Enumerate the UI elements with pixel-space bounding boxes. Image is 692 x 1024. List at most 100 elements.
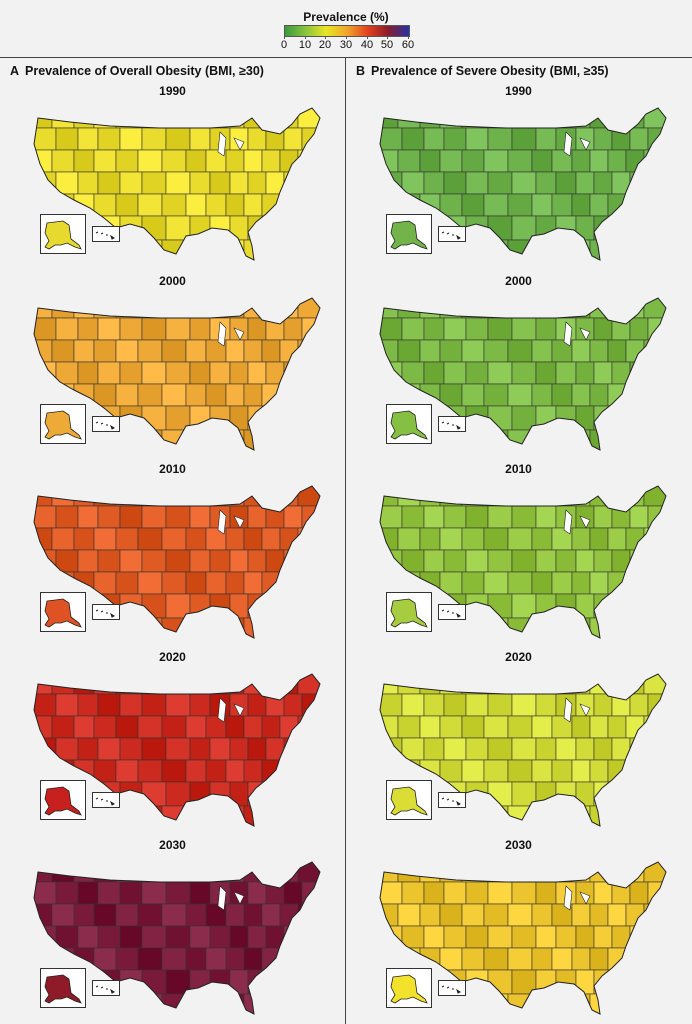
state-region [439, 715, 463, 739]
great-lakes [217, 697, 245, 723]
state-region [647, 925, 666, 949]
state-region [297, 193, 320, 217]
state-region [443, 881, 467, 905]
state-region [51, 759, 75, 783]
state-region [607, 903, 627, 927]
state-region [611, 171, 631, 195]
state-region [93, 149, 117, 173]
state-region [511, 505, 537, 529]
state-region [423, 737, 445, 761]
state-region [575, 215, 595, 241]
state-region [297, 571, 320, 595]
us-states-map [379, 485, 667, 639]
state-region [161, 339, 187, 363]
state-region [283, 593, 303, 619]
state-region [555, 925, 577, 949]
state-region [625, 108, 645, 129]
state-region [51, 674, 75, 695]
state-region [487, 969, 513, 995]
hawaii-inset [92, 226, 120, 242]
us-states-map [33, 673, 321, 827]
state-region [279, 947, 299, 971]
legend-tick: 60 [401, 39, 415, 51]
state-region [380, 674, 399, 695]
state-region [535, 737, 557, 761]
state-region [137, 571, 163, 595]
state-region [77, 693, 99, 717]
state-region [229, 215, 249, 241]
state-region [93, 715, 117, 739]
us-outline [379, 297, 667, 451]
state-region [571, 617, 591, 638]
state-region [161, 947, 187, 971]
state-region [55, 317, 79, 341]
state-region [189, 781, 211, 807]
state-region [571, 486, 591, 507]
state-region [483, 674, 509, 695]
state-region [461, 805, 485, 826]
state-region [301, 881, 320, 905]
state-region [283, 781, 303, 807]
state-region [397, 715, 421, 739]
state-region [380, 505, 403, 529]
state-region [465, 405, 489, 431]
state-region [531, 383, 553, 407]
state-region [531, 429, 553, 450]
state-region [301, 925, 320, 949]
state-region [205, 193, 227, 217]
state-region [483, 903, 509, 927]
state-region [607, 862, 627, 883]
state-region [531, 805, 553, 826]
state-region [247, 317, 267, 341]
state-region [189, 171, 211, 195]
state-region [119, 505, 143, 529]
state-region [397, 298, 421, 319]
state-region [137, 715, 163, 739]
state-region [487, 127, 513, 151]
state-region [611, 737, 631, 761]
state-region [77, 925, 99, 949]
state-region [297, 383, 320, 407]
state-region [423, 881, 445, 905]
state-region [397, 108, 421, 129]
state-region [571, 239, 591, 260]
great-lakes [563, 509, 591, 535]
state-region [265, 361, 285, 385]
state-region [209, 925, 231, 949]
state-region [535, 693, 557, 717]
state-region [423, 925, 445, 949]
state-region [423, 505, 445, 529]
great-lakes [217, 131, 245, 157]
state-region [243, 715, 263, 739]
state-region [531, 527, 553, 551]
state-region [531, 298, 553, 319]
state-region [137, 383, 163, 407]
state-region [141, 693, 167, 717]
hawaii-inset [438, 980, 466, 996]
state-region [283, 693, 303, 717]
great-lakes [563, 131, 591, 157]
state-region [531, 339, 553, 363]
state-region [571, 429, 591, 450]
state-region [593, 881, 613, 905]
state-region [625, 617, 645, 638]
state-region [511, 693, 537, 717]
state-region [535, 505, 557, 529]
state-region [647, 693, 666, 717]
state-region [483, 527, 509, 551]
state-region [34, 298, 53, 319]
state-region [205, 486, 227, 507]
panel-overall-obesity: A Prevalence of Overall Obesity (BMI, ≥30… [0, 60, 345, 1020]
state-region [279, 298, 299, 319]
state-region [487, 405, 513, 431]
state-region [205, 805, 227, 826]
alaska-map [390, 786, 428, 816]
state-region [589, 759, 609, 783]
state-region [225, 527, 245, 551]
state-region [225, 298, 245, 319]
state-region [643, 193, 666, 217]
state-region [119, 593, 143, 619]
state-region [229, 171, 249, 195]
state-region [283, 215, 303, 241]
state-region [551, 571, 573, 595]
